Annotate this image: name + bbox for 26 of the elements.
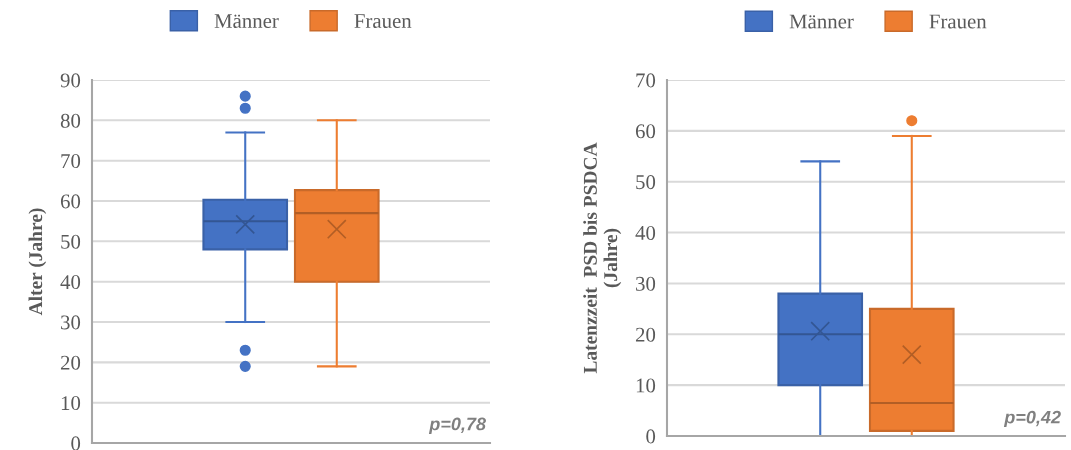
y-tick-label: 50 [61, 234, 81, 249]
y-tick-label: 40 [635, 225, 656, 240]
y-tick-label: 20 [635, 327, 656, 342]
legend-label: Männer [214, 14, 279, 28]
legend-label: Männer [789, 14, 854, 29]
y-axis-title: Alter (Jahre) [28, 208, 47, 316]
annotation: p=0,78 [428, 417, 486, 434]
y-tick-label: 50 [636, 175, 656, 190]
y-tick-label: 10 [61, 396, 81, 411]
annotation: p=0,42 [1003, 410, 1061, 428]
y-tick-label: 70 [636, 73, 656, 88]
y-tick-label: 80 [60, 113, 81, 128]
y-tick-label: 70 [61, 154, 81, 169]
y-tick-label: 0 [71, 436, 81, 450]
y-tick-label: 60 [635, 124, 656, 139]
y-tick-label: 0 [646, 429, 656, 444]
y-tick-label: 90 [60, 73, 81, 88]
y-tick-label: 10 [636, 378, 656, 393]
y-tick-label: 40 [60, 275, 81, 290]
y-tick-label: 20 [60, 355, 81, 370]
legend-label: Frauen [354, 14, 412, 28]
y-tick-label: 30 [636, 276, 656, 291]
y-tick-label: 30 [61, 315, 81, 330]
y-tick-label: 60 [60, 194, 81, 209]
y-axis-title: Latenzzeit PSD bis PSDCA (Jahre) [583, 142, 622, 374]
legend-label: Frauen [929, 14, 987, 29]
